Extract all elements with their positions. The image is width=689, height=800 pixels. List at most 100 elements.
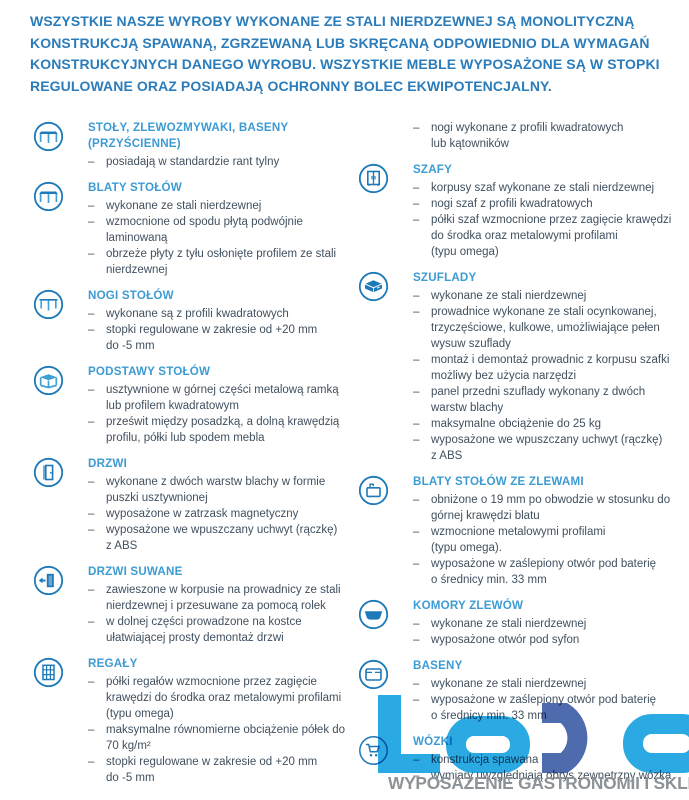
bullet-text: stopki regulowane w zakresie od +20 mm d… bbox=[106, 324, 318, 352]
section-text: BASENY – wykonane ze stali nierdzewnej – wyp… bbox=[413, 658, 689, 724]
spec-bullet: – półki szaf wzmocnione przez zagięcie kr… bbox=[413, 212, 689, 260]
spec-list: – wykonane z dwóch warstw blachy w formie… bbox=[88, 474, 355, 554]
bullet-text: konstrukcja spawana bbox=[431, 754, 539, 766]
shelf-rack-icon bbox=[33, 657, 64, 688]
bullet-dash: – bbox=[413, 306, 420, 318]
section-title: SZUFLADY bbox=[413, 271, 477, 284]
spec-bullet: – wyposażone we wpuszczany uchwyt (rączkę… bbox=[413, 432, 689, 464]
spec-bullet: – wyposażone otwór pod syfon bbox=[413, 632, 689, 648]
spec-bullet: – usztywnione w górnej części metalową ra… bbox=[88, 382, 355, 414]
bullet-text: wyposażone w zatrzask magnetyczny bbox=[106, 508, 299, 520]
spec-bullet: – maksymalne równomierne obciążenie półek… bbox=[88, 722, 355, 754]
product-section: DRZWI SUWANE – zawieszone w korpusie na pr… bbox=[30, 564, 355, 646]
bullet-dash: – bbox=[413, 754, 420, 766]
section-text: SZAFY – korpusy szaf wykonane ze stali nie… bbox=[413, 162, 689, 260]
bullet-text: półki szaf wzmocnione przez zagięcie kra… bbox=[431, 214, 672, 258]
product-section: PODSTAWY STOŁÓW – usztywnione w górnej czę… bbox=[30, 364, 355, 446]
spec-bullet: – wzmocnione od spodu płytą podwójnie lam… bbox=[88, 214, 355, 246]
spec-bullet: – maksymalne obciążenie do 25 kg bbox=[413, 416, 689, 432]
section-icon-cell bbox=[30, 656, 88, 786]
bullet-dash: – bbox=[413, 618, 420, 630]
spec-bullet: – wykonane ze stali nierdzewnej bbox=[88, 198, 355, 214]
spec-bullet: – nogi wykonane z profili kwadratowych lu… bbox=[413, 120, 689, 152]
bullet-text: korpusy szaf wykonane ze stali nierdzewn… bbox=[431, 182, 655, 194]
bullet-text: maksymalne obciążenie do 25 kg bbox=[431, 418, 602, 430]
bullet-text: obrzeże płyty z tyłu osłonięte profilem … bbox=[106, 248, 337, 276]
spec-bullet: – korpusy szaf wykonane ze stali nierdzew… bbox=[413, 180, 689, 196]
section-icon-cell bbox=[30, 364, 88, 446]
bullet-text: obniżone o 19 mm po obwodzie w stosunku … bbox=[431, 494, 671, 522]
bullet-dash: – bbox=[88, 216, 95, 228]
product-section: – nogi wykonane z profili kwadratowych lu… bbox=[355, 120, 689, 152]
section-icon-cell bbox=[30, 564, 88, 646]
bullet-text: wykonane ze stali nierdzewnej bbox=[431, 290, 587, 302]
spec-bullet: – półki regałów wzmocnione przez zagięcie… bbox=[88, 674, 355, 722]
section-icon-cell bbox=[355, 598, 413, 648]
spec-list: – nogi wykonane z profili kwadratowych lu… bbox=[413, 120, 689, 152]
section-icon-cell bbox=[355, 474, 413, 588]
drawer-icon bbox=[358, 271, 389, 302]
bullet-dash: – bbox=[88, 616, 95, 628]
spec-bullet: – konstrukcja spawana bbox=[413, 752, 689, 768]
bullet-text: wykonane ze stali nierdzewnej bbox=[106, 200, 262, 212]
product-section: SZAFY – korpusy szaf wykonane ze stali nie… bbox=[355, 162, 689, 260]
bullet-dash: – bbox=[413, 434, 420, 446]
basin-icon bbox=[358, 659, 389, 690]
section-icon-cell bbox=[355, 120, 413, 152]
spec-bullet: – w dolnej części prowadzone na kostce uł… bbox=[88, 614, 355, 646]
bullet-dash: – bbox=[88, 724, 95, 736]
product-section: REGAŁY – półki regałów wzmocnione przez za… bbox=[30, 656, 355, 786]
sliding-door-icon bbox=[33, 565, 64, 596]
bullet-text: maksymalne równomierne obciążenie półek … bbox=[106, 724, 346, 752]
bullet-dash: – bbox=[413, 354, 420, 366]
sink-bowl-icon bbox=[358, 599, 389, 630]
bullet-text: prowadnice wykonane ze stali ocynkowanej… bbox=[431, 306, 660, 350]
bullet-text: wyposażone we wpuszczany uchwyt (rączkę)… bbox=[431, 434, 663, 462]
bullet-text: wykonane z dwóch warstw blachy w formie … bbox=[106, 476, 326, 504]
product-section: KOMORY ZLEWÓW – wykonane ze stali nierdzew… bbox=[355, 598, 689, 648]
section-title: PODSTAWY STOŁÓW bbox=[88, 365, 211, 378]
spec-bullet: – wyposażone w zatrzask magnetyczny bbox=[88, 506, 355, 522]
spec-bullet: – wykonane z dwóch warstw blachy w formie… bbox=[88, 474, 355, 506]
bullet-dash: – bbox=[88, 248, 95, 260]
product-section: BASENY – wykonane ze stali nierdzewnej – wyp… bbox=[355, 658, 689, 724]
spec-bullet: – wykonane ze stali nierdzewnej bbox=[413, 676, 689, 692]
product-section: NOGI STOŁÓW – wykonane są z profili kwadra… bbox=[30, 288, 355, 354]
sink-table-icon bbox=[358, 475, 389, 506]
section-icon-cell bbox=[355, 658, 413, 724]
spec-list: – wykonane są z profili kwadratowych – stop… bbox=[88, 306, 355, 354]
bullet-dash: – bbox=[413, 770, 420, 782]
spec-bullet: – wyposażone we wpuszczany uchwyt (rączkę… bbox=[88, 522, 355, 554]
section-title: WÓZKI bbox=[413, 735, 453, 748]
bullet-dash: – bbox=[88, 476, 95, 488]
section-title: BASENY bbox=[413, 659, 463, 672]
bullet-dash: – bbox=[413, 526, 420, 538]
bullet-dash: – bbox=[413, 558, 420, 570]
logo-tagline: WYPOSAŻENIE GASTRONOMII I SKLEPÓW bbox=[388, 773, 689, 793]
spec-bullet: – stopki regulowane w zakresie od +20 mm … bbox=[88, 754, 355, 786]
bullet-text: wyposażone otwór pod syfon bbox=[431, 634, 580, 646]
product-section: DRZWI – wykonane z dwóch warstw blachy w f… bbox=[30, 456, 355, 554]
bullet-text: wzmocnione metalowymi profilami (typu om… bbox=[431, 526, 606, 554]
section-text: BLATY STOŁÓW – wykonane ze stali nierdzewn… bbox=[88, 180, 355, 278]
spec-columns: STOŁY, ZLEWOZMYWAKI, BASENY (PRZYŚCIENNE… bbox=[0, 120, 689, 796]
cabinet-icon bbox=[358, 163, 389, 194]
bullet-dash: – bbox=[88, 156, 95, 168]
section-title: SZAFY bbox=[413, 163, 453, 176]
spec-bullet: – zawieszone w korpusie na prowadnicy ze … bbox=[88, 582, 355, 614]
spec-bullet: – wyposażone w zaślepiony otwór pod bater… bbox=[413, 556, 689, 588]
product-section: STOŁY, ZLEWOZMYWAKI, BASENY (PRZYŚCIENNE… bbox=[30, 120, 355, 170]
table-icon bbox=[33, 181, 64, 212]
spec-bullet: – obniżone o 19 mm po obwodzie w stosunku… bbox=[413, 492, 689, 524]
bullet-text: posiadają w standardzie rant tylny bbox=[106, 156, 280, 168]
bullet-text: wyposażone w zaślepiony otwór pod bateri… bbox=[431, 694, 657, 722]
bullet-text: w dolnej części prowadzone na kostce uła… bbox=[106, 616, 302, 644]
section-title: DRZWI SUWANE bbox=[88, 565, 183, 578]
bullet-text: wykonane ze stali nierdzewnej bbox=[431, 618, 587, 630]
spec-bullet: – prześwit między posadzką, a dolną krawę… bbox=[88, 414, 355, 446]
spec-list: – wykonane ze stali nierdzewnej – wyposażon… bbox=[413, 676, 689, 724]
right-column: – nogi wykonane z profili kwadratowych lu… bbox=[355, 120, 689, 796]
bullet-dash: – bbox=[413, 494, 420, 506]
spec-bullet: – posiadają w standardzie rant tylny bbox=[88, 154, 355, 170]
spec-list: – zawieszone w korpusie na prowadnicy ze … bbox=[88, 582, 355, 646]
